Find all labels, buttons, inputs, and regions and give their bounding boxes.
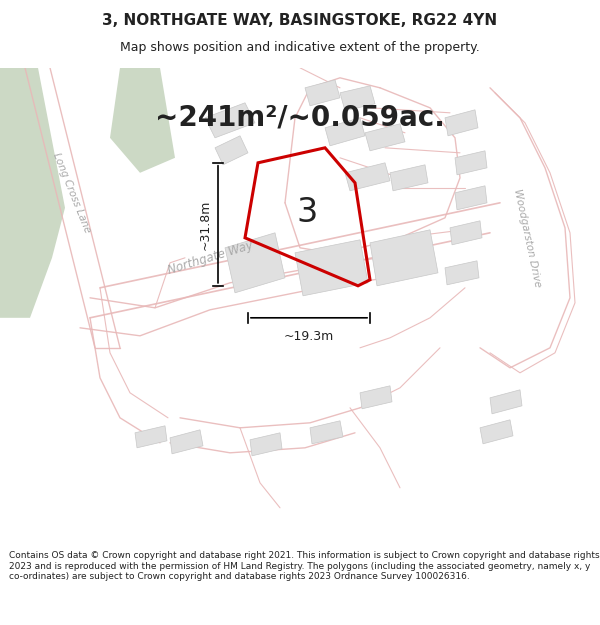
Polygon shape: [310, 421, 343, 444]
Text: Woodgarston Drive: Woodgarston Drive: [512, 188, 542, 288]
Polygon shape: [0, 68, 65, 318]
Polygon shape: [480, 420, 513, 444]
Polygon shape: [135, 426, 167, 448]
Polygon shape: [365, 124, 405, 151]
Polygon shape: [490, 390, 522, 414]
Text: ~241m²/~0.059ac.: ~241m²/~0.059ac.: [155, 104, 445, 132]
Polygon shape: [305, 80, 340, 106]
Polygon shape: [445, 110, 478, 136]
Polygon shape: [455, 151, 487, 175]
Text: ~31.8m: ~31.8m: [199, 199, 212, 249]
Polygon shape: [110, 68, 175, 173]
Text: 3, NORTHGATE WAY, BASINGSTOKE, RG22 4YN: 3, NORTHGATE WAY, BASINGSTOKE, RG22 4YN: [103, 13, 497, 28]
Polygon shape: [455, 186, 487, 210]
Polygon shape: [445, 261, 479, 285]
Polygon shape: [170, 430, 203, 454]
Text: ~19.3m: ~19.3m: [284, 330, 334, 342]
Polygon shape: [205, 102, 255, 138]
Text: 3: 3: [296, 196, 317, 229]
Text: Northgate Way: Northgate Way: [166, 239, 254, 277]
Polygon shape: [295, 240, 368, 296]
Polygon shape: [250, 432, 282, 456]
Text: Contains OS data © Crown copyright and database right 2021. This information is : Contains OS data © Crown copyright and d…: [9, 551, 599, 581]
Polygon shape: [450, 221, 482, 245]
Polygon shape: [215, 136, 248, 165]
Polygon shape: [225, 232, 285, 292]
Polygon shape: [390, 165, 428, 191]
Text: Long Cross Lane: Long Cross Lane: [52, 151, 92, 234]
Polygon shape: [345, 162, 390, 191]
Polygon shape: [0, 68, 25, 118]
Text: Map shows position and indicative extent of the property.: Map shows position and indicative extent…: [120, 41, 480, 54]
Polygon shape: [360, 386, 392, 409]
Polygon shape: [370, 230, 438, 286]
Polygon shape: [340, 86, 375, 111]
Polygon shape: [325, 118, 365, 146]
